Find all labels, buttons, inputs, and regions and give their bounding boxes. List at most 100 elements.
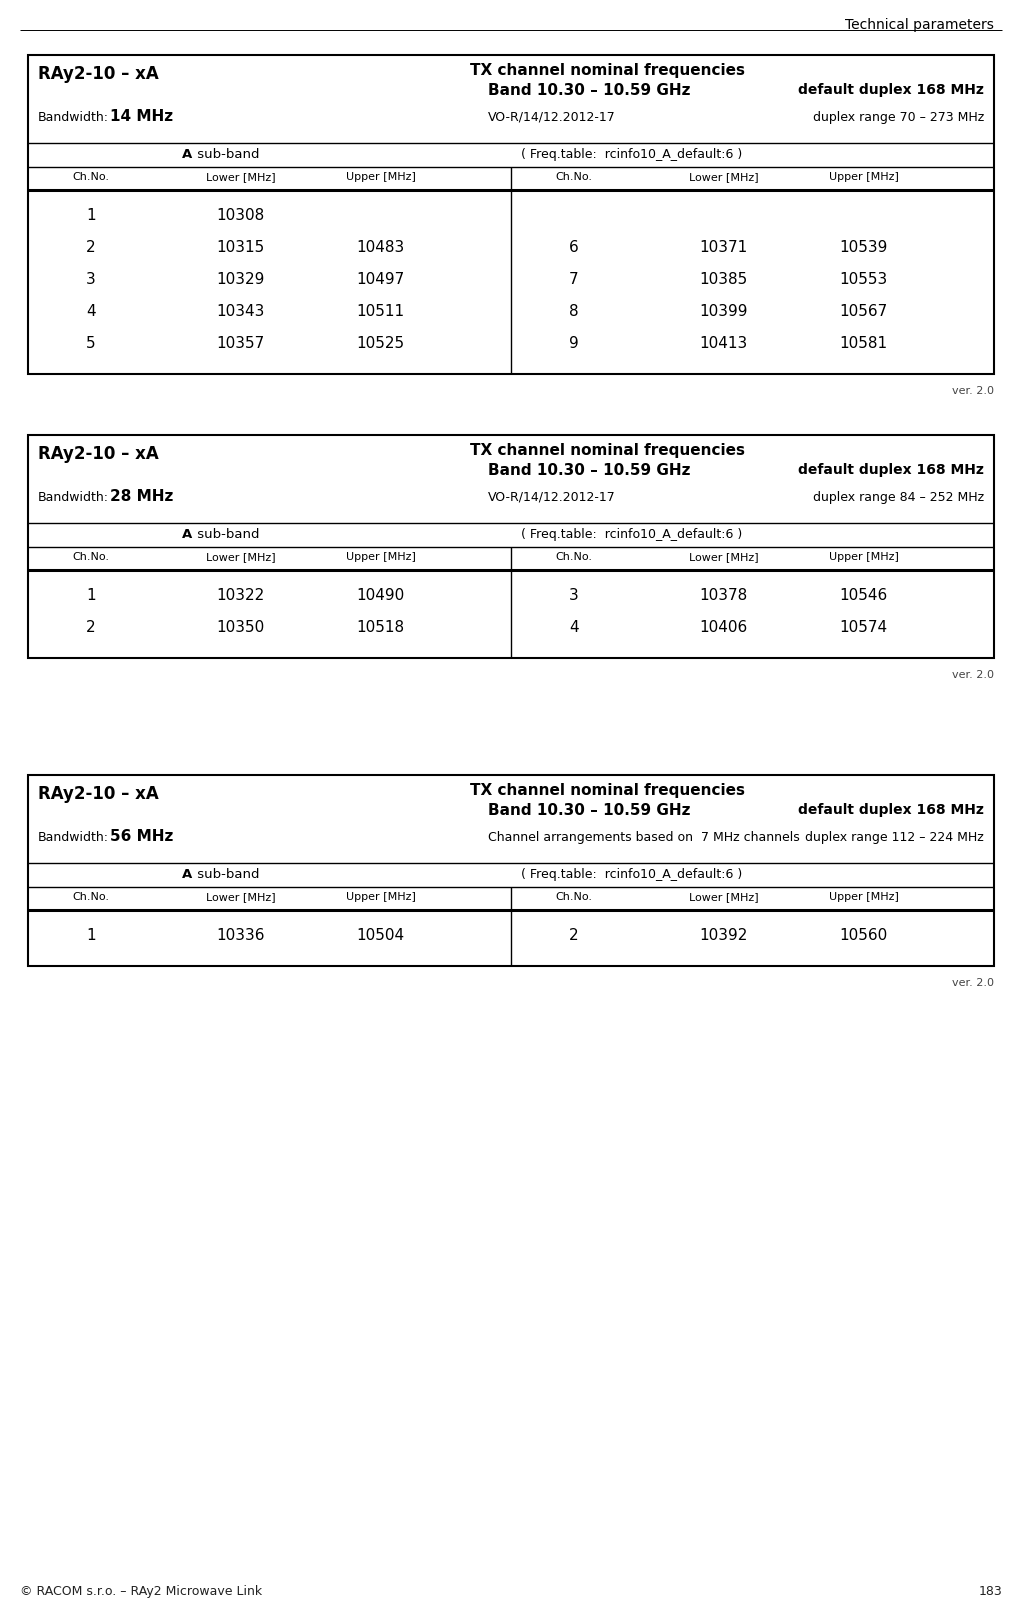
Text: 3: 3 — [569, 588, 578, 603]
Text: A: A — [182, 149, 192, 161]
Text: 6: 6 — [569, 240, 578, 256]
Bar — [28, 435, 994, 659]
Text: 10490: 10490 — [357, 588, 405, 603]
Text: ver. 2.0: ver. 2.0 — [953, 670, 994, 680]
Text: Band 10.30 – 10.59 GHz: Band 10.30 – 10.59 GHz — [487, 803, 690, 819]
Text: 56 MHz: 56 MHz — [110, 828, 174, 844]
Text: 1: 1 — [86, 927, 96, 943]
Text: 10413: 10413 — [699, 336, 748, 352]
Text: 10329: 10329 — [217, 272, 265, 288]
Text: Upper [MHz]: Upper [MHz] — [829, 552, 898, 561]
Text: Bandwidth:: Bandwidth: — [38, 491, 109, 504]
Text: 10336: 10336 — [217, 927, 265, 943]
Text: 10392: 10392 — [699, 927, 748, 943]
Text: A: A — [182, 868, 192, 881]
Text: RAy2-10 – xA: RAy2-10 – xA — [38, 785, 158, 803]
Text: RAy2-10 – xA: RAy2-10 – xA — [38, 66, 158, 83]
Text: ver. 2.0: ver. 2.0 — [953, 385, 994, 397]
Text: Ch.No.: Ch.No. — [73, 173, 109, 182]
Text: 10497: 10497 — [357, 272, 405, 288]
Text: 5: 5 — [86, 336, 96, 352]
Text: Ch.No.: Ch.No. — [555, 552, 593, 561]
Text: 10504: 10504 — [357, 927, 405, 943]
Text: 10315: 10315 — [217, 240, 265, 256]
Text: 10525: 10525 — [357, 336, 405, 352]
Text: VO-R/14/12.2012-17: VO-R/14/12.2012-17 — [487, 491, 615, 504]
Text: Bandwidth:: Bandwidth: — [38, 110, 109, 125]
Text: default duplex 168 MHz: default duplex 168 MHz — [798, 464, 984, 477]
Text: Ch.No.: Ch.No. — [555, 173, 593, 182]
Text: Lower [MHz]: Lower [MHz] — [205, 552, 275, 561]
Text: sub-band: sub-band — [193, 149, 260, 161]
Text: TX channel nominal frequencies: TX channel nominal frequencies — [470, 62, 745, 78]
Text: RAy2-10 – xA: RAy2-10 – xA — [38, 445, 158, 464]
Text: 10371: 10371 — [699, 240, 748, 256]
Text: 2: 2 — [86, 620, 96, 635]
Text: TX channel nominal frequencies: TX channel nominal frequencies — [470, 784, 745, 798]
Text: Lower [MHz]: Lower [MHz] — [689, 552, 758, 561]
Text: Lower [MHz]: Lower [MHz] — [689, 892, 758, 902]
Text: © RACOM s.r.o. – RAy2 Microwave Link: © RACOM s.r.o. – RAy2 Microwave Link — [20, 1585, 262, 1597]
Text: 10574: 10574 — [839, 620, 888, 635]
Text: duplex range 84 – 252 MHz: duplex range 84 – 252 MHz — [812, 491, 984, 504]
Text: Lower [MHz]: Lower [MHz] — [205, 892, 275, 902]
Text: 10539: 10539 — [839, 240, 888, 256]
Text: 7: 7 — [569, 272, 578, 288]
Text: 10560: 10560 — [839, 927, 888, 943]
Text: Upper [MHz]: Upper [MHz] — [829, 892, 898, 902]
Text: ( Freq.table:  rcinfo10_A_default:6 ): ( Freq.table: rcinfo10_A_default:6 ) — [521, 149, 742, 161]
Text: ( Freq.table:  rcinfo10_A_default:6 ): ( Freq.table: rcinfo10_A_default:6 ) — [521, 528, 742, 540]
Text: default duplex 168 MHz: default duplex 168 MHz — [798, 803, 984, 817]
Text: ( Freq.table:  rcinfo10_A_default:6 ): ( Freq.table: rcinfo10_A_default:6 ) — [521, 868, 742, 881]
Text: 183: 183 — [978, 1585, 1002, 1597]
Text: 10406: 10406 — [699, 620, 748, 635]
Text: Lower [MHz]: Lower [MHz] — [205, 173, 275, 182]
Bar — [28, 776, 994, 966]
Text: Bandwidth:: Bandwidth: — [38, 831, 109, 844]
Bar — [28, 54, 994, 374]
Text: Upper [MHz]: Upper [MHz] — [345, 173, 416, 182]
Text: 10581: 10581 — [839, 336, 888, 352]
Text: Upper [MHz]: Upper [MHz] — [345, 892, 416, 902]
Text: 4: 4 — [569, 620, 578, 635]
Text: Upper [MHz]: Upper [MHz] — [345, 552, 416, 561]
Text: Upper [MHz]: Upper [MHz] — [829, 173, 898, 182]
Text: duplex range 112 – 224 MHz: duplex range 112 – 224 MHz — [805, 831, 984, 844]
Text: Channel arrangements based on  7 MHz channels: Channel arrangements based on 7 MHz chan… — [487, 831, 799, 844]
Text: 1: 1 — [86, 208, 96, 224]
Text: 10511: 10511 — [357, 304, 405, 320]
Text: 9: 9 — [569, 336, 578, 352]
Text: 10385: 10385 — [699, 272, 748, 288]
Text: 10308: 10308 — [217, 208, 265, 224]
Text: 10483: 10483 — [357, 240, 405, 256]
Text: 10546: 10546 — [839, 588, 888, 603]
Text: 10322: 10322 — [217, 588, 265, 603]
Text: TX channel nominal frequencies: TX channel nominal frequencies — [470, 443, 745, 457]
Text: 10399: 10399 — [699, 304, 748, 320]
Text: 10567: 10567 — [839, 304, 888, 320]
Text: 4: 4 — [86, 304, 96, 320]
Text: sub-band: sub-band — [193, 528, 260, 540]
Text: VO-R/14/12.2012-17: VO-R/14/12.2012-17 — [487, 110, 615, 125]
Text: 2: 2 — [569, 927, 578, 943]
Text: ver. 2.0: ver. 2.0 — [953, 979, 994, 988]
Text: 10518: 10518 — [357, 620, 405, 635]
Text: Ch.No.: Ch.No. — [73, 892, 109, 902]
Text: 8: 8 — [569, 304, 578, 320]
Text: 10343: 10343 — [217, 304, 265, 320]
Text: Technical parameters: Technical parameters — [845, 18, 994, 32]
Text: sub-band: sub-band — [193, 868, 260, 881]
Text: Band 10.30 – 10.59 GHz: Band 10.30 – 10.59 GHz — [487, 464, 690, 478]
Text: default duplex 168 MHz: default duplex 168 MHz — [798, 83, 984, 98]
Text: 3: 3 — [86, 272, 96, 288]
Text: 28 MHz: 28 MHz — [110, 489, 174, 504]
Text: 10553: 10553 — [839, 272, 888, 288]
Text: Ch.No.: Ch.No. — [555, 892, 593, 902]
Text: 1: 1 — [86, 588, 96, 603]
Text: duplex range 70 – 273 MHz: duplex range 70 – 273 MHz — [812, 110, 984, 125]
Text: 10357: 10357 — [217, 336, 265, 352]
Text: 10378: 10378 — [699, 588, 748, 603]
Text: 14 MHz: 14 MHz — [110, 109, 173, 125]
Text: Band 10.30 – 10.59 GHz: Band 10.30 – 10.59 GHz — [487, 83, 690, 98]
Text: A: A — [182, 528, 192, 540]
